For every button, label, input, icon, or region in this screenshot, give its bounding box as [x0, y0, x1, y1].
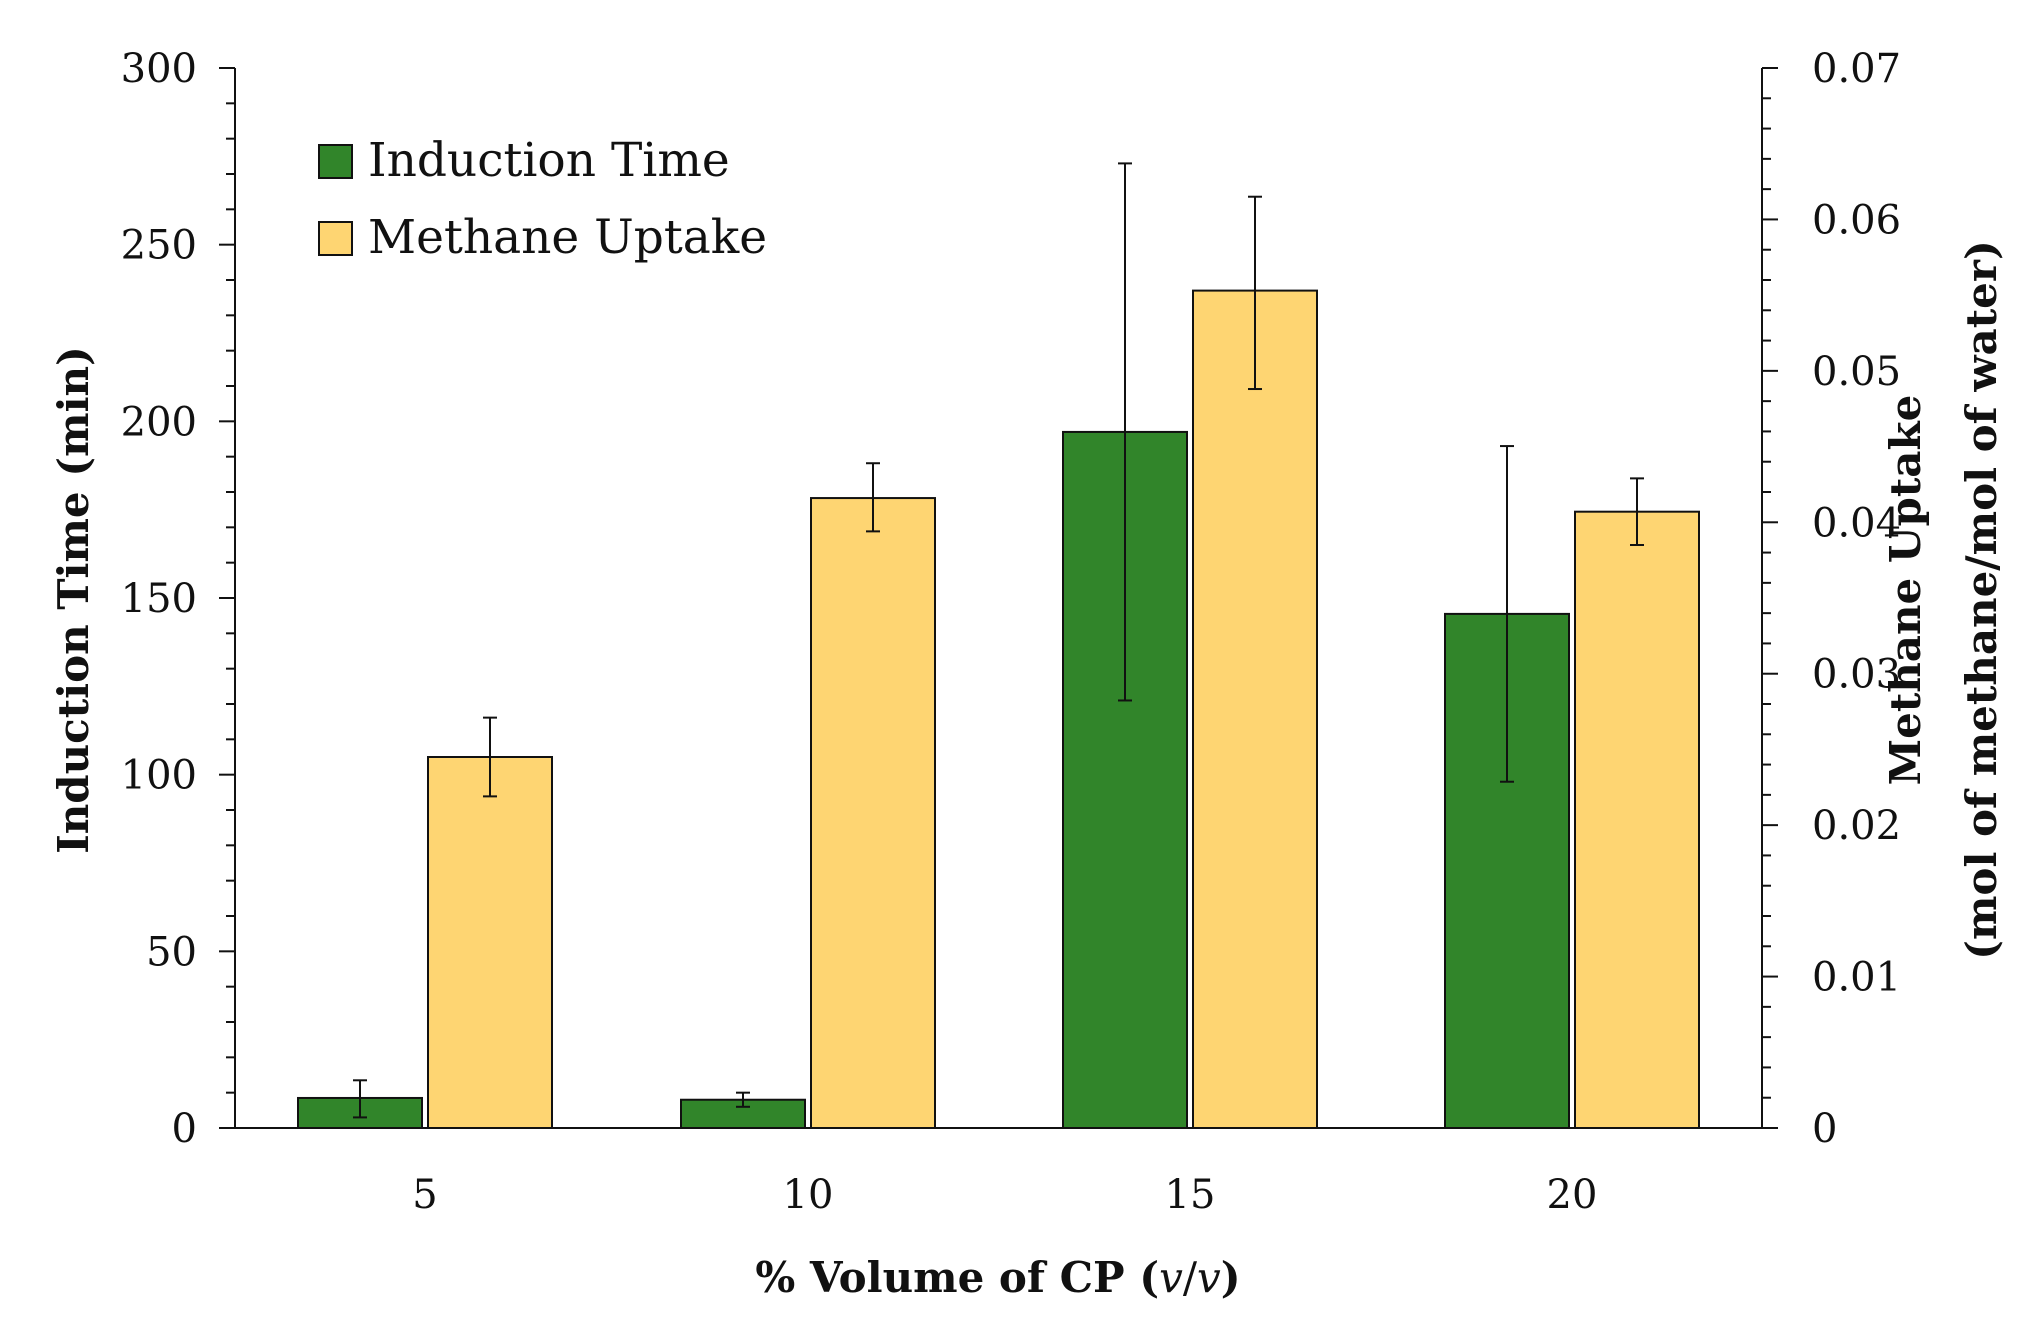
bar-methane-uptake-10 [810, 497, 936, 1129]
left-tick-label: 150 [121, 576, 197, 622]
left-tick-label: 300 [121, 46, 197, 92]
error-bar-methane-uptake-15 [1248, 195, 1262, 391]
right-tick-label: 0.01 [1812, 955, 1901, 1001]
right-tick-label: 0 [1812, 1106, 1837, 1152]
x-axis-title-prefix: % Volume of CP ( [755, 1253, 1159, 1302]
x-tick-label-15: 15 [1165, 1172, 1216, 1218]
error-bar-induction-time-20 [1500, 445, 1514, 783]
x-axis-title: % Volume of CP (v/v) [755, 1253, 1240, 1302]
bar-methane-uptake-15 [1192, 289, 1318, 1130]
x-tick-label-10: 10 [783, 1172, 834, 1218]
error-bar-induction-time-10 [736, 1091, 750, 1108]
left-tick-label: 50 [146, 929, 197, 975]
right-tick-label: 0.06 [1812, 197, 1901, 243]
right-tick-label: 0.05 [1812, 349, 1901, 395]
right-tick-label: 0.04 [1812, 500, 1901, 546]
right-y-axis-title-line1: Methane Uptake [1881, 395, 1930, 786]
bars-layer [297, 289, 1700, 1130]
legend: Induction Time Methane Uptake [318, 133, 767, 265]
legend-swatch-methane-uptake [318, 221, 353, 256]
bar-methane-uptake-20 [1574, 510, 1700, 1129]
ticks-layer: 0 50 100 150 200 250 300 0 0.01 0.02 0.03 0.04 0.05 0… [121, 46, 1901, 1218]
left-tick-label: 0 [172, 1106, 197, 1152]
bar-methane-uptake-5 [427, 756, 553, 1129]
right-y-axis-title-line2: (mol of methane/mol of water) [1957, 240, 2006, 960]
x-axis-title-suffix: ) [1221, 1253, 1241, 1302]
x-axis-title-italic-b: v [1197, 1253, 1221, 1302]
x-tick-label-5: 5 [412, 1172, 437, 1218]
right-tick-label: 0.03 [1812, 652, 1901, 698]
error-bar-induction-time-5 [353, 1079, 367, 1119]
error-bar-induction-time-15 [1118, 162, 1132, 702]
x-axis-title-italic-a: v [1159, 1253, 1183, 1302]
right-tick-label: 0.02 [1812, 803, 1901, 849]
x-axis-title-slash: / [1183, 1253, 1198, 1302]
left-tick-label: 250 [121, 223, 197, 269]
right-tick-label: 0.07 [1812, 46, 1901, 92]
error-bar-methane-uptake-5 [483, 716, 497, 798]
left-tick-label: 100 [121, 753, 197, 799]
legend-label-induction-time: Induction Time [368, 133, 730, 188]
error-bar-methane-uptake-20 [1630, 477, 1644, 546]
error-bars-layer [353, 162, 1644, 1119]
x-tick-label-20: 20 [1547, 1172, 1598, 1218]
left-y-axis-title: Induction Time (min) [49, 346, 98, 854]
legend-label-methane-uptake: Methane Uptake [368, 210, 767, 265]
error-bar-methane-uptake-10 [866, 462, 880, 533]
legend-swatch-induction-time [318, 144, 353, 179]
left-tick-label: 200 [121, 399, 197, 445]
